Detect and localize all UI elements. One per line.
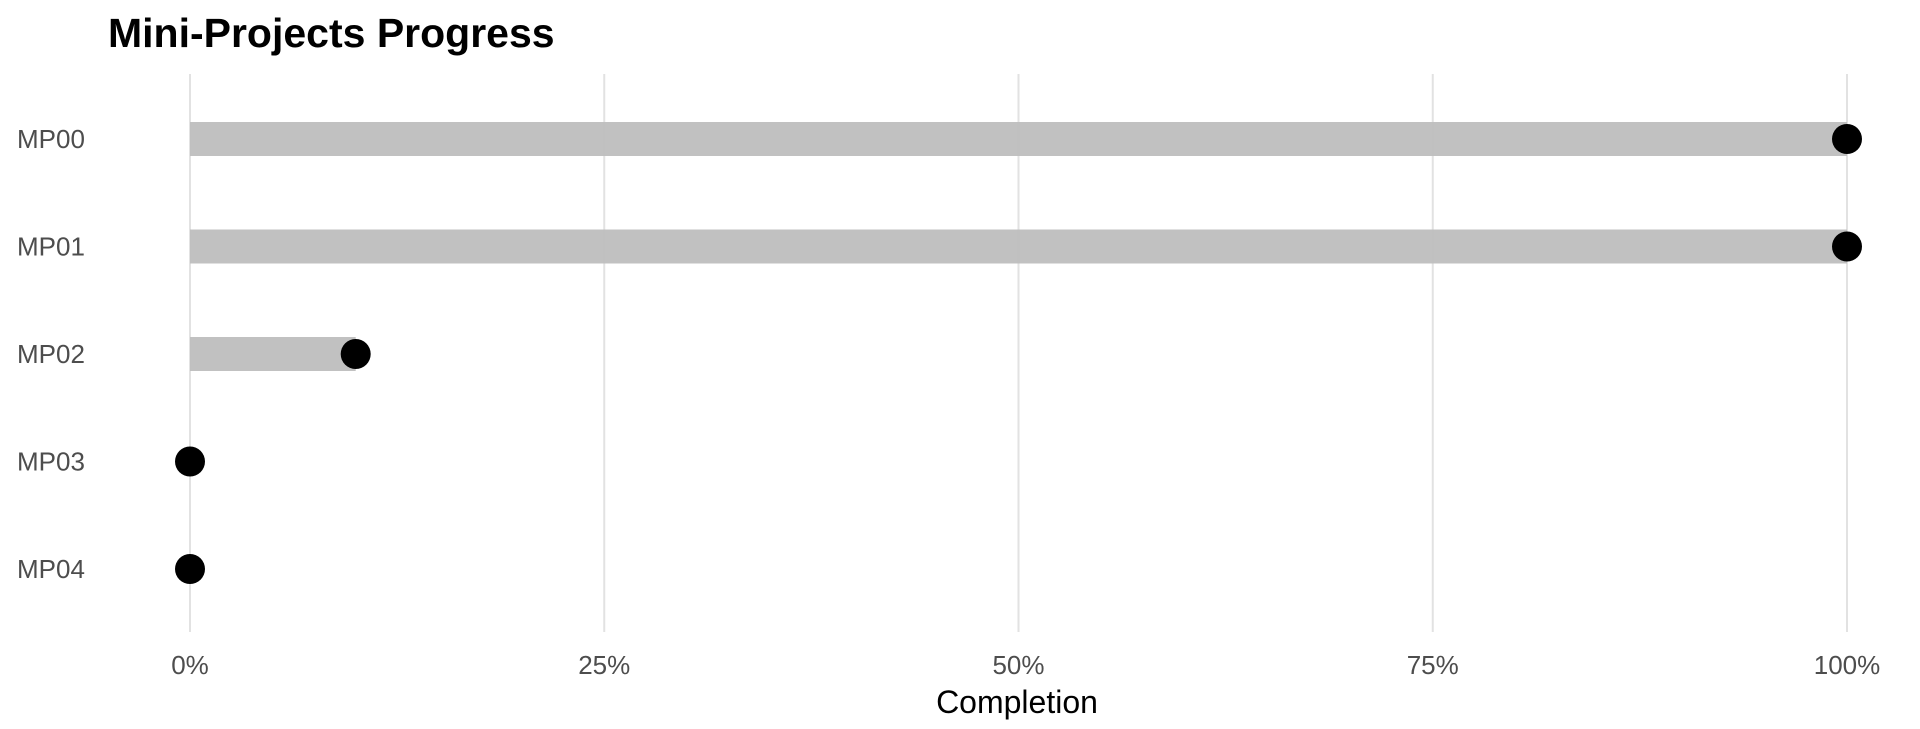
progress-point-mp01 — [1832, 231, 1862, 262]
progress-point-mp02 — [340, 339, 371, 369]
y-tick-label-mp02: MP02 — [17, 339, 85, 369]
y-tick-label-mp01: MP01 — [17, 232, 85, 262]
progress-point-mp03 — [175, 446, 205, 477]
chart-title: Mini-Projects Progress — [108, 10, 555, 56]
y-axis-labels: MP00 MP01 MP02 MP03 MP04 — [17, 124, 85, 584]
x-axis-title: Completion — [936, 684, 1098, 720]
progress-bar-mp00 — [190, 122, 1847, 156]
grid-layer — [189, 74, 1848, 632]
progress-point-mp00 — [1832, 124, 1862, 154]
x-tick-label: 25% — [578, 650, 630, 680]
y-tick-label-mp03: MP03 — [17, 447, 85, 477]
y-tick-label-mp04: MP04 — [17, 554, 85, 584]
x-axis-labels: 0% 25% 50% 75% 100% — [171, 650, 1880, 680]
point-layer — [175, 124, 1862, 584]
progress-point-mp04 — [175, 554, 205, 584]
bar-layer — [190, 122, 1847, 371]
x-tick-label: 100% — [1814, 650, 1881, 680]
progress-bar-mp02 — [190, 337, 356, 371]
x-tick-label: 0% — [171, 650, 209, 680]
y-tick-label-mp00: MP00 — [17, 124, 85, 154]
progress-bar-mp01 — [190, 229, 1847, 264]
x-tick-label: 75% — [1407, 650, 1459, 680]
x-tick-label: 50% — [992, 650, 1044, 680]
